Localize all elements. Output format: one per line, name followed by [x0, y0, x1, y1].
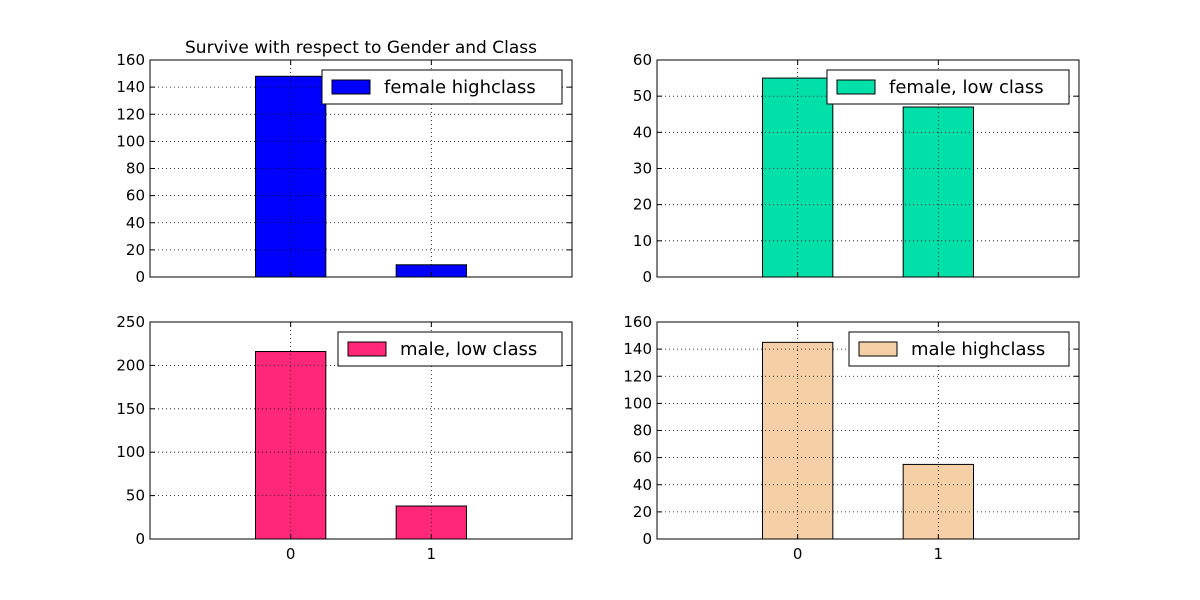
legend: female highclass [321, 69, 563, 105]
legend-label: female highclass [384, 77, 536, 98]
y-tick-label: 150 [116, 400, 145, 418]
legend-label: male highclass [911, 339, 1045, 360]
y-tick-label: 10 [633, 232, 652, 250]
legend-swatch [347, 341, 387, 357]
y-tick-label: 100 [623, 394, 652, 412]
y-tick-label: 140 [623, 340, 652, 358]
y-tick-label: 160 [116, 51, 145, 69]
legend-label: female, low class [889, 77, 1044, 98]
y-tick-label: 60 [633, 51, 652, 69]
chart-title: Survive with respect to Gender and Class [185, 38, 537, 58]
x-tick-label: 1 [934, 545, 944, 563]
y-tick-label: 200 [116, 356, 145, 374]
y-tick-label: 40 [126, 214, 145, 232]
y-tick-label: 80 [126, 160, 145, 178]
bar-0 [762, 341, 834, 540]
y-tick-label: 30 [633, 160, 652, 178]
y-tick-label: 80 [633, 422, 652, 440]
y-tick-label: 50 [126, 487, 145, 505]
y-tick-label: 40 [633, 123, 652, 141]
y-tick-label: 20 [633, 503, 652, 521]
bar-1 [902, 463, 975, 540]
legend-label: male, low class [400, 339, 537, 360]
axes-frame [149, 321, 573, 540]
y-tick-label: 100 [116, 443, 145, 461]
y-tick-label: 0 [642, 268, 652, 286]
bar-0 [762, 77, 834, 278]
y-tick-label: 120 [623, 367, 652, 385]
subplot-3: 0 50 100 150 200 250 0 1 male, low class [116, 313, 573, 563]
y-tick-label: 250 [116, 313, 145, 331]
subplot-1: 0 20 40 60 80 100 120 140 160 Survive with respec… [116, 38, 573, 286]
y-tick-label: 60 [633, 449, 652, 467]
y-tick-label: 20 [633, 196, 652, 214]
legend-swatch [331, 79, 371, 95]
x-tick-label: 1 [427, 545, 437, 563]
legend: male, low class [337, 331, 563, 367]
legend: female, low class [826, 69, 1070, 105]
y-tick-label: 60 [126, 187, 145, 205]
y-tick-label: 40 [633, 476, 652, 494]
y-tick-label: 20 [126, 241, 145, 259]
subplot-2: 0 10 20 30 40 50 60 female, low class [633, 51, 1080, 286]
y-tick-label: 160 [623, 313, 652, 331]
legend-swatch [858, 341, 898, 357]
y-tick-label: 100 [116, 132, 145, 150]
legend: male highclass [848, 331, 1070, 367]
y-tick-label: 0 [135, 268, 145, 286]
x-tick-label: 0 [286, 545, 296, 563]
y-tick-label: 0 [135, 530, 145, 548]
y-tick-label: 0 [642, 530, 652, 548]
subplot-4: 0 20 40 60 80 100 120 140 160 0 1 male highclass [623, 313, 1080, 563]
y-tick-label: 120 [116, 105, 145, 123]
y-tick-label: 50 [633, 87, 652, 105]
y-tick-label: 140 [116, 78, 145, 96]
legend-swatch [836, 79, 876, 95]
x-tick-label: 0 [793, 545, 803, 563]
